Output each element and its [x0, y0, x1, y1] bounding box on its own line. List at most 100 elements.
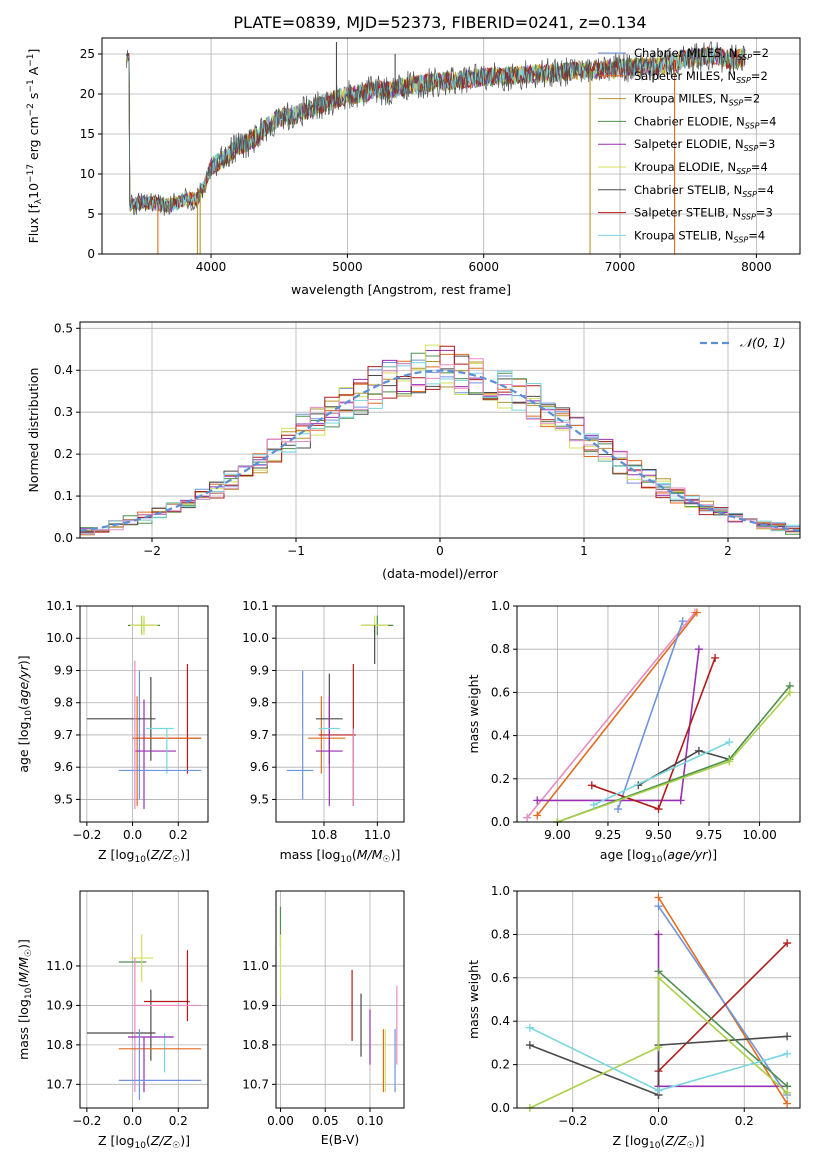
mass-weight-vs-age-panel: 9.00 9.25 9.50 9.75 10.00 0.0 0.2 0.4 0.6 0.8 1.0 a… [466, 599, 801, 865]
legend-n: , N [720, 69, 736, 83]
y-tick-label: 0.8 [491, 642, 510, 656]
legend-n: , N [720, 160, 736, 174]
plus-marker [694, 746, 703, 755]
data-point [130, 934, 154, 982]
y-tick-label: 11.0 [242, 959, 269, 973]
label-part: λ [34, 198, 44, 204]
plus-marker [692, 608, 701, 617]
normal-curve [79, 369, 801, 532]
plus-marker [783, 1032, 792, 1041]
legend-n: , N [729, 114, 745, 128]
y-tick-label: 10.9 [242, 998, 269, 1012]
legend-eq: = [748, 228, 758, 242]
y-tick-label: 0.3 [54, 405, 73, 419]
plus-marker [783, 1049, 792, 1058]
legend-subscript: SSP [736, 167, 751, 176]
weight-line [657, 934, 788, 1088]
x-axis-label: E(B-V) [321, 1132, 360, 1147]
legend-name: Kroupa STELIB [634, 228, 718, 242]
x-tick-label: 5000 [332, 260, 363, 274]
legend-entry: 𝒩(0, 1) [740, 335, 786, 350]
plus-marker [725, 757, 734, 766]
error-bars [86, 934, 202, 1101]
plus-marker [711, 653, 720, 662]
label-part: ☉ [172, 855, 180, 865]
label-part: ☉ [172, 1141, 180, 1151]
y-tick-label: 0.0 [491, 815, 510, 829]
legend-subscript: SSP [745, 121, 760, 130]
x-tick-label: 0.0 [123, 1114, 142, 1128]
weight-line [529, 1035, 788, 1097]
y-tick-label: 0.4 [491, 729, 510, 743]
y-axis-label: mass weight [466, 960, 481, 1039]
legend-name: Kroupa MILES [634, 92, 713, 106]
x-tick-label: 7000 [605, 260, 636, 274]
y-tick-label: 20 [80, 87, 95, 101]
x-tick-label: 9.00 [544, 828, 571, 842]
legend-subscript: SSP [734, 235, 749, 244]
label-part: 10 [24, 987, 34, 999]
y-tick-label: 0.2 [491, 1058, 510, 1072]
label-part: ( [146, 847, 151, 862]
x-tick-label: −0.2 [558, 1114, 587, 1128]
y-tick-label: 0.0 [491, 1101, 510, 1115]
y-tick-label: 0.1 [54, 489, 73, 503]
weight-series [553, 681, 794, 826]
x-tick-label: 0.00 [267, 1114, 294, 1128]
y-tick-label: 9.9 [250, 663, 269, 677]
x-tick-label: 9.75 [696, 828, 723, 842]
label-part: )] [391, 847, 401, 862]
plus-marker [678, 617, 687, 626]
legend-entry: Salpeter MILES, NSSP=2 [634, 69, 768, 85]
y-tick-label: 9.9 [54, 663, 73, 677]
weight-series [589, 738, 734, 809]
label-part: age/yr [16, 664, 31, 705]
axes-frame [275, 890, 405, 1109]
weight-line [557, 691, 791, 823]
label-part: Z/Z [150, 847, 173, 862]
axes-frame [79, 605, 209, 823]
weight-line [617, 620, 684, 810]
y-tick-label: 15 [80, 127, 95, 141]
label-part: ( [352, 847, 357, 862]
plus-marker [654, 893, 663, 902]
label-part: )] [695, 1133, 705, 1148]
label-part: 10 [134, 1141, 146, 1151]
label-part: Z [log [98, 1133, 134, 1148]
y-tick-label: 10 [80, 167, 95, 181]
label-part: ( [662, 847, 667, 862]
y-axis-label: Flux [fλ10−17 erg cm−2 s−1 A−1] [26, 49, 44, 244]
legend-n: , N [728, 137, 744, 151]
weight-line [537, 649, 700, 802]
data-point [130, 615, 158, 636]
x-tick-label: 9.25 [595, 828, 622, 842]
plus-marker [725, 738, 734, 747]
legend-entry: Salpeter ELODIE, NSSP=3 [634, 137, 775, 153]
age-vs-metallicity-panel: −0.2 0.0 0.29.59.69.79.89.910.010.1Z [log1… [16, 599, 209, 865]
label-part: ( [16, 983, 31, 988]
residuals-panel: −2 −1 0 1 2 0.0 0.1 0.2 0.3 0.4 0.5 𝒩(0, 1) (data-mo… [26, 321, 801, 581]
legend-nssp: 3 [768, 137, 775, 151]
label-part: −17 [26, 164, 36, 183]
label-part: ☉ [24, 949, 34, 957]
weight-series [533, 608, 701, 820]
label-part: M/M [16, 957, 31, 983]
legend-nssp: 4 [769, 114, 776, 128]
plus-marker [533, 811, 542, 820]
plus-marker [783, 1099, 792, 1108]
legend-nssp: 2 [762, 46, 769, 60]
legend-eq: = [756, 206, 766, 220]
y-axis-label: mass [log10(M/M☉)] [16, 939, 34, 1060]
x-tick-label: −2 [143, 544, 161, 558]
weight-line [526, 611, 696, 819]
spectrum-lines [126, 41, 746, 216]
y-tick-label: 9.6 [250, 760, 269, 774]
plus-marker [654, 930, 663, 939]
label-part: Z [log [613, 1133, 649, 1148]
plus-marker [783, 1088, 792, 1097]
x-tick-label: 9.50 [645, 828, 672, 842]
y-tick-label: 9.6 [54, 760, 73, 774]
error-bars [286, 615, 394, 806]
label-part: mass [log [16, 999, 31, 1060]
